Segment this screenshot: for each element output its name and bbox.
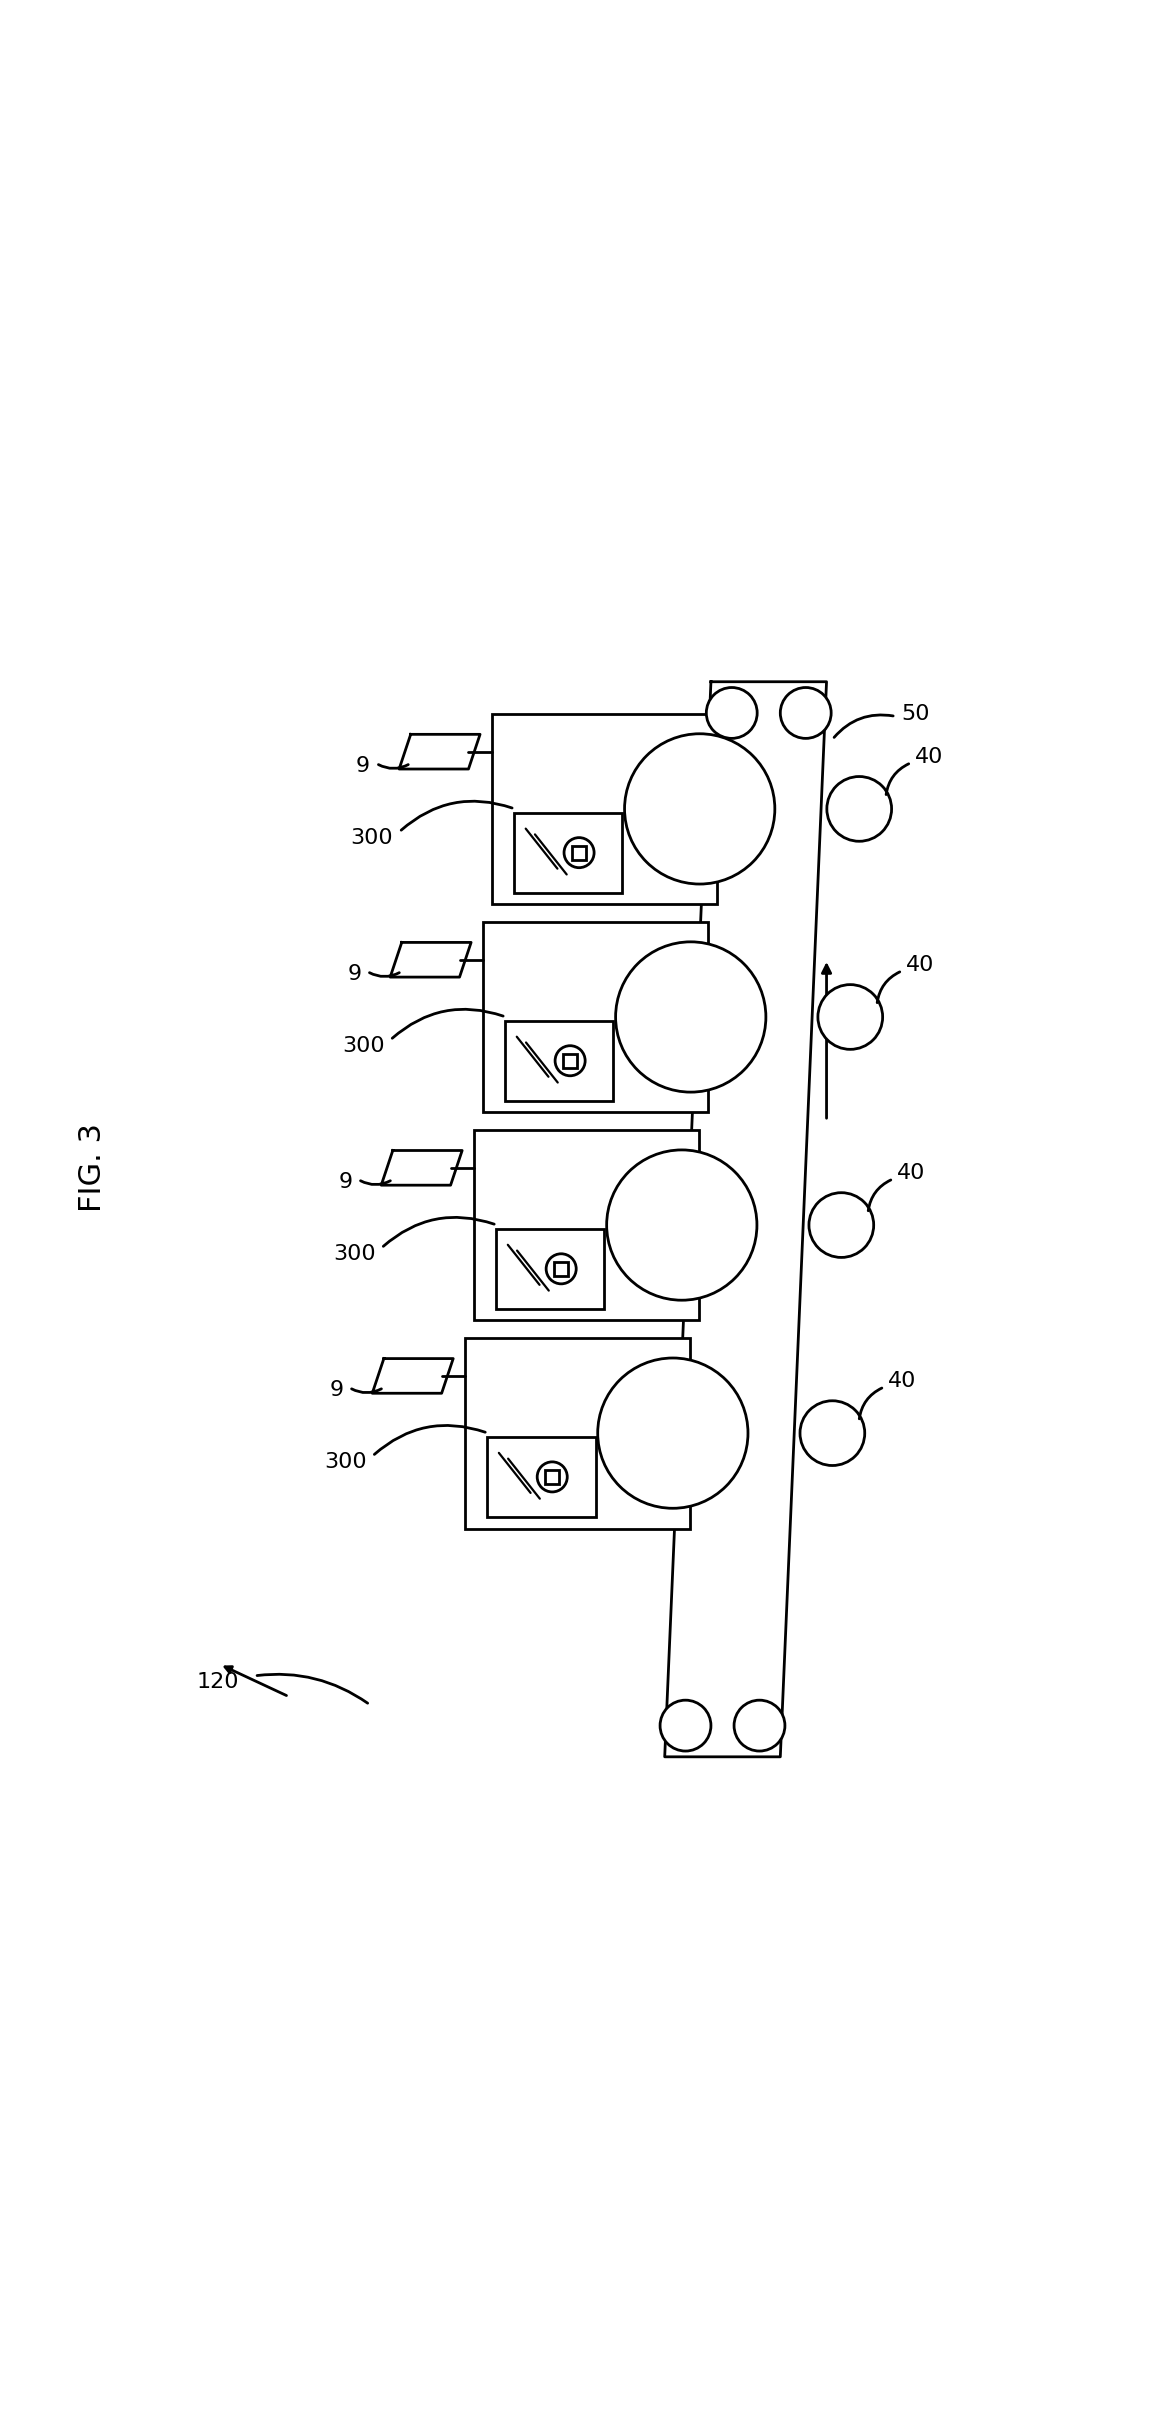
Text: 9: 9	[356, 755, 370, 777]
Text: 300: 300	[333, 1245, 376, 1264]
Circle shape	[616, 942, 766, 1092]
Bar	[563, 1053, 577, 1068]
Polygon shape	[381, 1150, 462, 1184]
Bar	[546, 1471, 560, 1483]
Bar	[496, 1228, 605, 1308]
Circle shape	[624, 733, 775, 883]
Bar	[483, 922, 709, 1112]
Circle shape	[800, 1400, 865, 1466]
Bar	[572, 845, 586, 859]
Bar	[505, 1022, 614, 1102]
Bar	[474, 1129, 699, 1320]
Polygon shape	[399, 735, 480, 769]
Circle shape	[564, 837, 594, 869]
Polygon shape	[665, 682, 827, 1757]
Circle shape	[809, 1192, 874, 1257]
Circle shape	[734, 1701, 785, 1750]
Text: 9: 9	[347, 964, 362, 983]
Text: 120: 120	[197, 1672, 239, 1692]
Circle shape	[662, 755, 713, 806]
Circle shape	[654, 964, 705, 1014]
Text: 9: 9	[329, 1381, 343, 1400]
Polygon shape	[372, 1359, 453, 1393]
Circle shape	[607, 1150, 757, 1301]
Bar	[465, 1337, 690, 1529]
Circle shape	[818, 985, 883, 1048]
Text: FIG. 3: FIG. 3	[77, 1124, 108, 1211]
Circle shape	[660, 1701, 711, 1750]
Text: 300: 300	[324, 1451, 366, 1473]
Circle shape	[706, 687, 757, 738]
Text: 9: 9	[339, 1172, 353, 1192]
Text: 300: 300	[350, 828, 393, 847]
Text: 40: 40	[914, 748, 943, 767]
Text: 40: 40	[906, 954, 934, 976]
Circle shape	[546, 1255, 576, 1284]
Circle shape	[645, 1170, 696, 1221]
Text: 40: 40	[897, 1163, 925, 1182]
Circle shape	[555, 1046, 585, 1075]
Circle shape	[636, 1379, 687, 1430]
Text: 300: 300	[342, 1036, 385, 1056]
Bar	[514, 813, 622, 893]
Bar	[554, 1262, 568, 1277]
Text: 50: 50	[902, 704, 931, 723]
Text: 40: 40	[888, 1371, 917, 1391]
Circle shape	[827, 777, 891, 842]
Circle shape	[598, 1359, 748, 1507]
Circle shape	[538, 1461, 568, 1493]
Bar	[488, 1437, 595, 1517]
Polygon shape	[391, 942, 472, 978]
Bar	[491, 714, 717, 905]
Circle shape	[780, 687, 831, 738]
